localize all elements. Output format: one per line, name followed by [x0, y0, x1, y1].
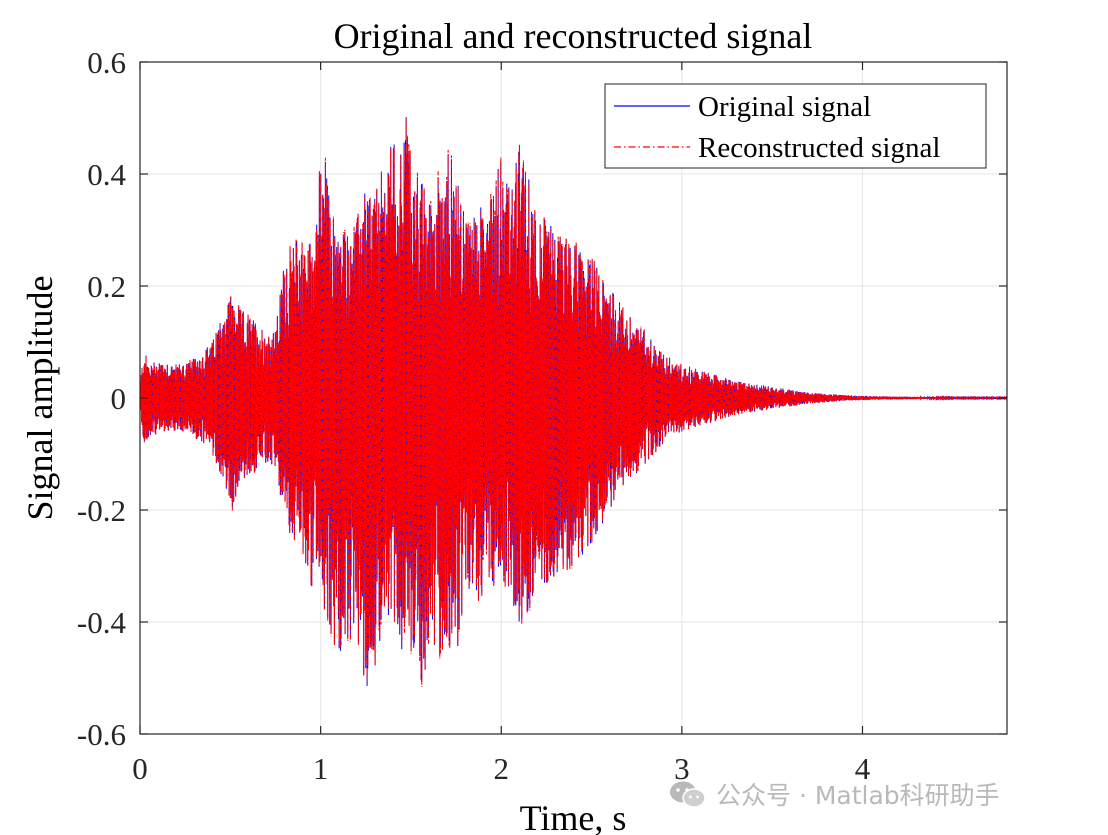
y-tick-label: 0.2	[87, 269, 126, 304]
x-tick-label: 1	[313, 751, 329, 786]
chart-title: Original and reconstructed signal	[334, 16, 813, 56]
plot-area	[140, 117, 1007, 688]
x-tick-label: 2	[494, 751, 510, 786]
legend-box	[604, 83, 987, 169]
legend-label-original: Original signal	[698, 91, 871, 123]
x-tick-label: 0	[132, 751, 148, 786]
y-axis-label: Signal amplitude	[20, 276, 60, 521]
x-tick-label: 4	[855, 751, 871, 786]
y-tick-label: -0.2	[77, 493, 126, 528]
x-axis-label: Time, s	[520, 798, 627, 835]
y-tick-label: 0.4	[87, 157, 126, 192]
y-tick-label: -0.6	[77, 717, 126, 752]
tick-labels: 0 1 2 3 4 0.6 0.4 0.2 0 -0.2 -0.4 -0.6	[77, 45, 871, 786]
watermark: 公众号 · Matlab科研助手	[668, 774, 1000, 814]
wechat-logo-icon	[670, 781, 706, 808]
y-tick-label: -0.4	[77, 605, 127, 640]
series-line-reconstructed-signal	[140, 118, 1007, 688]
y-tick-label: 0	[111, 381, 127, 416]
y-tick-label: 0.6	[87, 45, 126, 80]
legend-label-reconstructed: Reconstructed signal	[698, 132, 940, 164]
x-tick-label: 3	[674, 751, 690, 786]
axis-ticks	[139, 61, 1007, 735]
legend: Original signal Reconstructed signal	[604, 83, 987, 169]
watermark-text: 公众号 · Matlab科研助手	[716, 781, 1000, 810]
